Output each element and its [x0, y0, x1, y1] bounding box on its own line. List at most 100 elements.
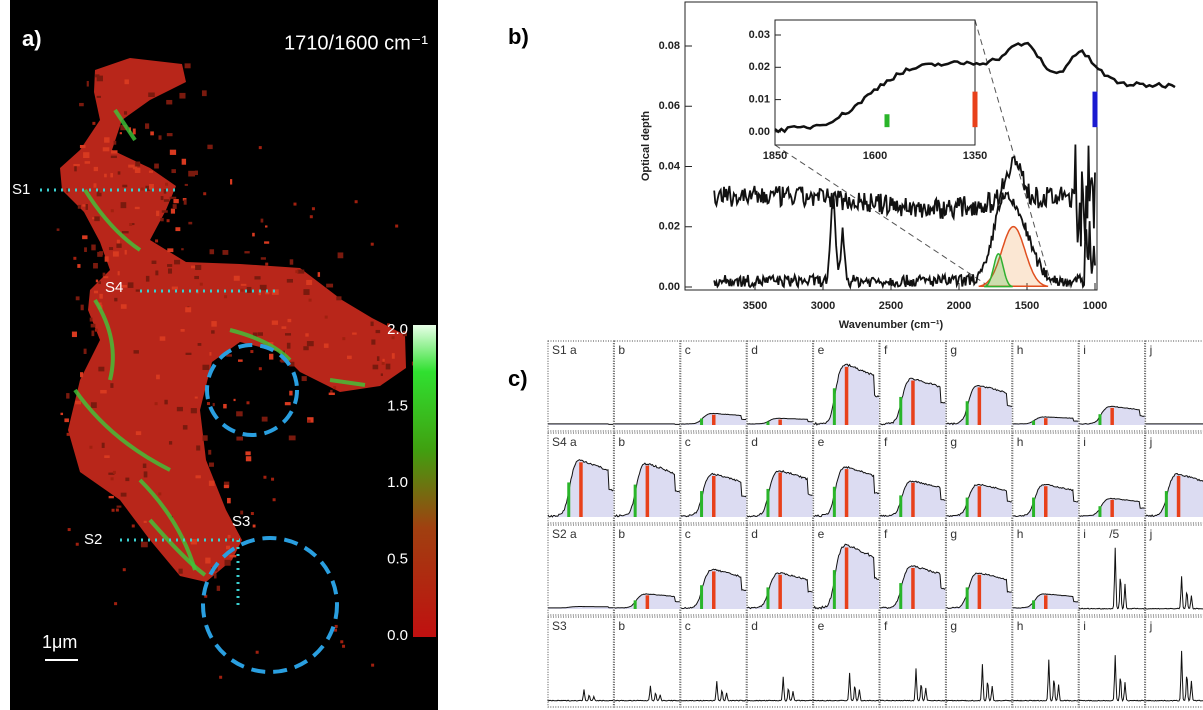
speckle: [223, 403, 227, 409]
spectra-grid: S1 a b c d e f g h i j S4 a b c d e f g h i j S2 a b c d e f g h i j S…: [547, 340, 1203, 708]
inset-x-tick-label: 1350: [963, 150, 987, 162]
speckle: [150, 131, 154, 136]
speckle: [164, 399, 168, 405]
speckle: [271, 320, 279, 325]
speckle: [265, 292, 270, 295]
speckle: [113, 140, 117, 145]
speckle: [111, 508, 115, 512]
cell-label: b: [618, 619, 625, 633]
speckle: [66, 432, 70, 436]
band-marker: [579, 462, 583, 517]
speckle: [301, 376, 307, 382]
band-marker: [778, 419, 782, 425]
speckle: [197, 343, 202, 346]
speckle: [324, 315, 328, 319]
inset-y-tick-label: 0.03: [749, 29, 770, 41]
band-marker: [712, 475, 716, 517]
speckle: [84, 247, 87, 252]
cell-frame: [1145, 616, 1203, 708]
colorbar-tick-label: 1.0: [387, 474, 408, 491]
x-axis-label: Wavenumber (cm⁻¹): [839, 319, 944, 331]
cell-spectrum: [746, 572, 813, 610]
cell-frame: [547, 340, 614, 432]
band-marker: [766, 488, 770, 517]
band-marker: [977, 574, 982, 609]
cell-spectrum: [813, 543, 880, 610]
band-marker: [712, 571, 716, 609]
speckle: [287, 318, 292, 323]
speckle: [179, 92, 186, 99]
speckle: [120, 202, 127, 209]
cell-spectrum: [1079, 405, 1145, 425]
band-marker: [712, 414, 716, 425]
speckle: [97, 190, 100, 194]
speckle: [181, 158, 187, 165]
cell-label: h: [1017, 619, 1024, 633]
band-marker: [1110, 499, 1114, 517]
cell-spectrum: [813, 465, 880, 518]
speckle: [117, 271, 120, 276]
cell-label: j: [1149, 619, 1153, 633]
speckle: [259, 284, 267, 291]
speckle: [255, 650, 259, 654]
speckle: [166, 219, 170, 223]
band-marker: [1032, 420, 1036, 425]
speckle: [223, 484, 229, 489]
band-marker: [766, 587, 770, 609]
speckle: [151, 260, 157, 264]
band-marker: [844, 366, 849, 425]
x-tick-label: 1000: [1083, 300, 1107, 312]
colorbar-tick-label: 0.0: [387, 627, 408, 644]
speckle: [56, 228, 60, 231]
speckle: [258, 367, 262, 371]
cell-label: b: [618, 435, 625, 449]
cell-spectrum: [946, 572, 1012, 610]
band-marker: [1044, 595, 1048, 609]
speckle: [288, 435, 296, 441]
speckle: [83, 152, 90, 159]
speckle: [122, 184, 128, 188]
speckle: [125, 477, 130, 482]
speckle: [323, 343, 329, 348]
cell-frame: [1145, 524, 1203, 616]
speckle: [342, 337, 346, 341]
band-marker: [1044, 418, 1048, 425]
speckle: [342, 644, 346, 648]
speckle: [208, 462, 214, 467]
speckle: [208, 480, 215, 486]
band-marker: [884, 114, 890, 128]
speckle: [156, 374, 160, 380]
cell-spectrum: [1145, 423, 1203, 425]
cell-label: b: [618, 343, 625, 357]
speckle: [148, 183, 154, 190]
speckle: [240, 288, 244, 292]
cell-label: e: [818, 343, 825, 357]
colorbar-tick-label: 1.5: [387, 397, 408, 414]
speckle: [171, 169, 176, 174]
speckle: [208, 449, 212, 455]
speckle: [385, 363, 391, 370]
speckle: [104, 173, 107, 178]
band-marker: [778, 472, 782, 517]
speckle: [188, 170, 196, 177]
cell-label: f: [884, 619, 888, 633]
speckle: [395, 224, 399, 228]
speckle: [110, 155, 117, 159]
cell-spectrum: [614, 685, 680, 702]
speckle: [145, 123, 150, 129]
speckle: [174, 259, 181, 265]
band-marker: [911, 482, 915, 517]
speckle: [209, 352, 212, 356]
zoom-line: [774, 144, 991, 288]
colorbar-tick-label: 2.0: [387, 321, 408, 338]
panel-label: a): [22, 26, 42, 51]
band-marker: [899, 495, 903, 517]
cell-label: h: [1017, 343, 1024, 357]
speckle: [145, 275, 150, 282]
speckle: [254, 276, 261, 280]
speckle: [124, 249, 127, 255]
speckle: [167, 264, 173, 267]
speckle: [252, 332, 258, 337]
cell-spectrum: [813, 363, 880, 426]
